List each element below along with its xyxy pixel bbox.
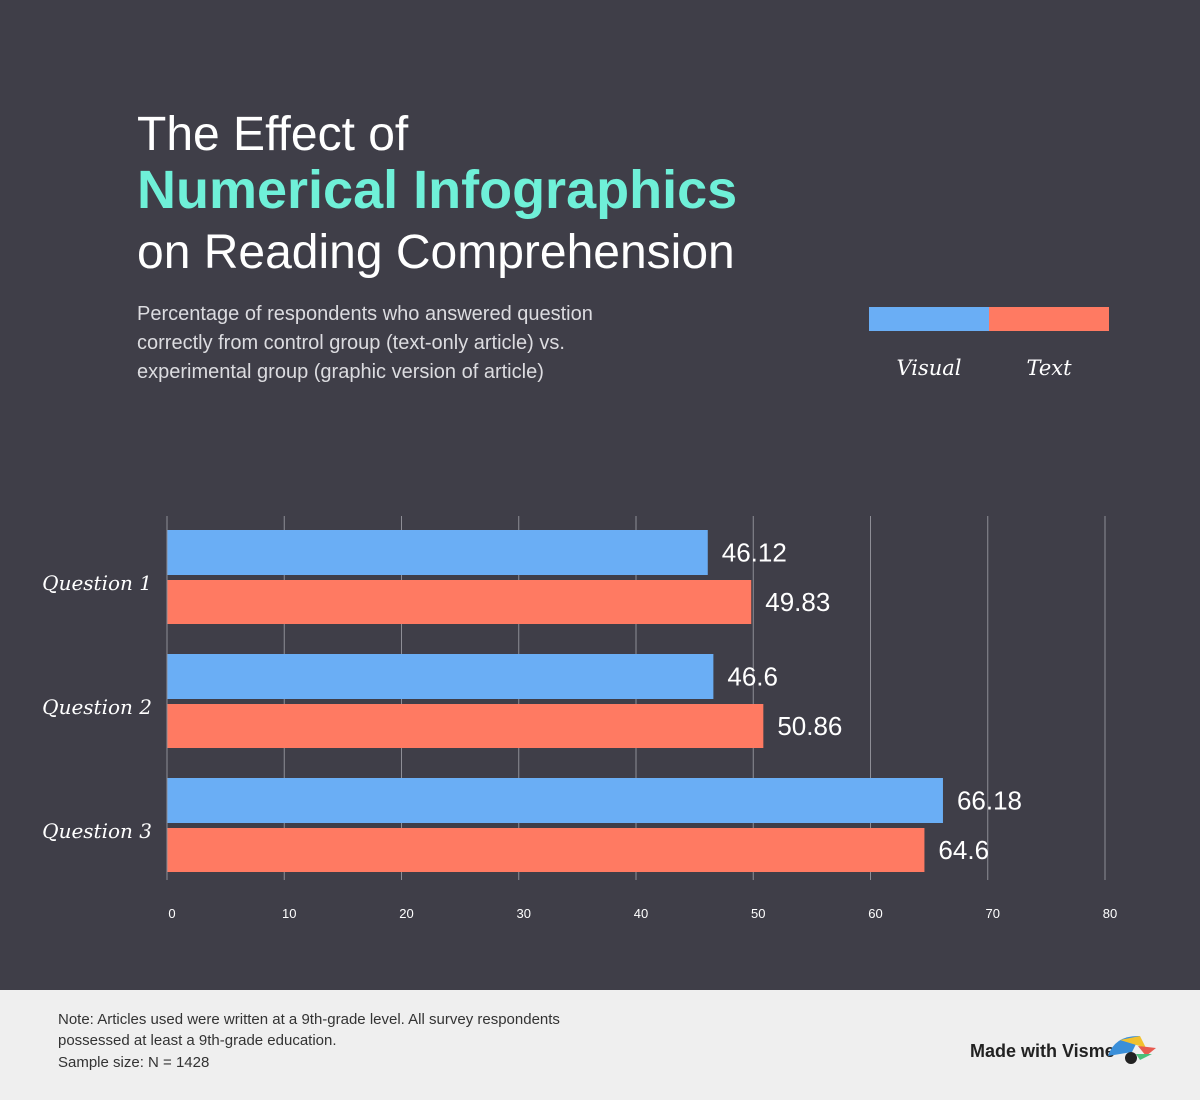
subtitle-line: correctly from control group (text-only … [137, 332, 565, 354]
x-tick-label: 70 [986, 906, 1000, 921]
value-label: 46.6 [727, 662, 778, 692]
logo [1108, 1035, 1156, 1064]
legend-swatch [869, 307, 989, 331]
category-label: Question 3 [42, 819, 152, 843]
subtitle-line: experimental group (graphic version of a… [137, 361, 544, 383]
x-tick-label: 30 [517, 906, 531, 921]
note-line: possessed at least a 9th-grade education… [58, 1032, 337, 1049]
note-line: Sample size: N = 1428 [58, 1054, 209, 1071]
category-label: Question 1 [42, 571, 152, 595]
background [0, 0, 1200, 990]
bar [167, 580, 752, 624]
footer [0, 990, 1200, 1100]
value-label: 49.83 [765, 587, 830, 617]
x-tick-label: 0 [168, 906, 175, 921]
title-line: Numerical Infographics [137, 160, 737, 220]
legend-swatch [989, 307, 1109, 331]
x-tick-label: 40 [634, 906, 648, 921]
bar [167, 654, 714, 699]
value-label: 46.12 [722, 538, 787, 568]
x-tick-label: 50 [751, 906, 765, 921]
legend-label: Text [1026, 356, 1072, 380]
bar [167, 828, 925, 872]
value-label: 50.86 [777, 711, 842, 741]
value-label: 66.18 [957, 786, 1022, 816]
legend-label: Visual [896, 356, 961, 380]
bar [167, 530, 708, 575]
bar [167, 704, 764, 748]
branding: Made with Visme [970, 1041, 1115, 1061]
category-label: Question 2 [42, 695, 152, 719]
x-tick-label: 80 [1103, 906, 1117, 921]
title-line: on Reading Comprehension [137, 226, 735, 279]
x-tick-label: 10 [282, 906, 296, 921]
title-line: The Effect of [137, 108, 409, 161]
value-label: 64.6 [938, 835, 989, 865]
bar [167, 778, 943, 823]
x-tick-label: 60 [868, 906, 882, 921]
subtitle-line: Percentage of respondents who answered q… [137, 303, 593, 325]
x-tick-label: 20 [399, 906, 413, 921]
note-line: Note: Articles used were written at a 9t… [58, 1011, 560, 1028]
